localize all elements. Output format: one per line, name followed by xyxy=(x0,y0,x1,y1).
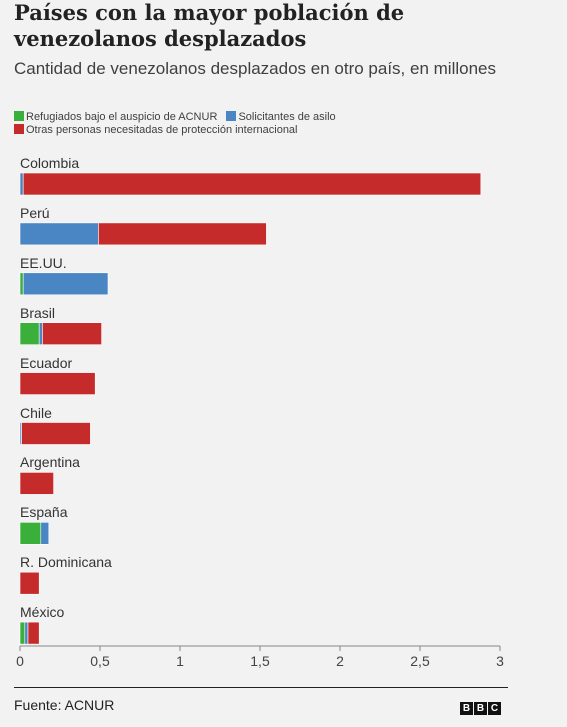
category-label-argentina: Argentina xyxy=(20,454,80,471)
bar-ee-uu-series-1 xyxy=(19,272,24,296)
bar-argentina-series-3 xyxy=(19,472,54,495)
category-label-brasil: Brasil xyxy=(20,304,56,321)
x-tick-label: 0 xyxy=(16,653,24,669)
legend-item-solicitantes: Solicitantes de asilo xyxy=(226,111,336,124)
legend: Refugiados bajo el auspicio de ACNUR Sol… xyxy=(14,111,554,137)
legend-item-refugiados: Refugiados bajo el auspicio de ACNUR xyxy=(14,111,217,124)
bbc-logo-letter-1: B xyxy=(460,702,473,715)
bar-brasil-series-1 xyxy=(19,322,40,346)
chart-title: Países con la mayor población de venezol… xyxy=(14,0,405,51)
bbc-logo-letter-2: B xyxy=(474,702,487,715)
footer-divider xyxy=(14,687,508,688)
x-tick-label: 2,5 xyxy=(410,653,430,669)
bar-mexico-series-2 xyxy=(24,621,29,645)
bar-brasil-series-3 xyxy=(42,322,102,346)
bar-r-dominicana-series-3 xyxy=(19,571,40,595)
category-label-peru: Perú xyxy=(20,204,50,221)
bar-peru-series-2 xyxy=(19,222,99,246)
legend-label-refugiados: Refugiados bajo el auspicio de ACNUR xyxy=(26,111,218,123)
x-tick-label: 2 xyxy=(336,653,344,669)
category-label-chile: Chile xyxy=(20,404,52,421)
bar-ecuador-series-3 xyxy=(19,372,96,395)
x-tick-label: 1,5 xyxy=(250,653,270,669)
bar-espana-series-2 xyxy=(40,521,50,545)
bar-chile-series-3 xyxy=(21,422,91,445)
bar-brasil-series-2 xyxy=(38,322,43,346)
category-label-colombia: Colombia xyxy=(20,155,80,171)
x-tick-label: 0,5 xyxy=(90,653,110,669)
legend-swatch-solicitantes xyxy=(226,111,237,121)
bbc-logo-letter-3: C xyxy=(488,702,501,715)
category-label-ecuador: Ecuador xyxy=(20,354,73,371)
x-tick-label: 3 xyxy=(496,653,504,669)
bar-colombia-series-3 xyxy=(22,172,482,196)
legend-label-otras: Otras personas necesitadas de protección… xyxy=(26,124,298,136)
bar-colombia-series-2 xyxy=(19,172,24,196)
legend-swatch-refugiados xyxy=(14,111,24,121)
bar-peru-series-3 xyxy=(98,222,267,246)
legend-swatch-otras xyxy=(14,124,24,134)
bar-chart: 0 0,5 1 1,5 2 2,5 3 xyxy=(16,172,504,669)
bar-ee-uu-series-2 xyxy=(22,272,109,296)
legend-item-otras: Otras personas necesitadas de protección… xyxy=(14,124,298,137)
chart-subtitle: Cantidad de venezolanos desplazados en o… xyxy=(14,59,496,78)
category-label-mexico: México xyxy=(20,604,65,621)
bar-espana-series-1 xyxy=(19,521,42,545)
x-tick-label: 1 xyxy=(176,653,184,669)
bar-mexico-series-1 xyxy=(19,621,26,645)
category-label-r-dominicana: R. Dominicana xyxy=(20,554,112,571)
source-note: Fuente: ACNUR xyxy=(14,697,115,713)
category-label-ee-uu: EE.UU. xyxy=(20,254,67,271)
bar-mexico-series-3 xyxy=(27,621,40,645)
legend-label-solicitantes: Solicitantes de asilo xyxy=(238,111,336,123)
category-label-espana: España xyxy=(20,504,68,521)
